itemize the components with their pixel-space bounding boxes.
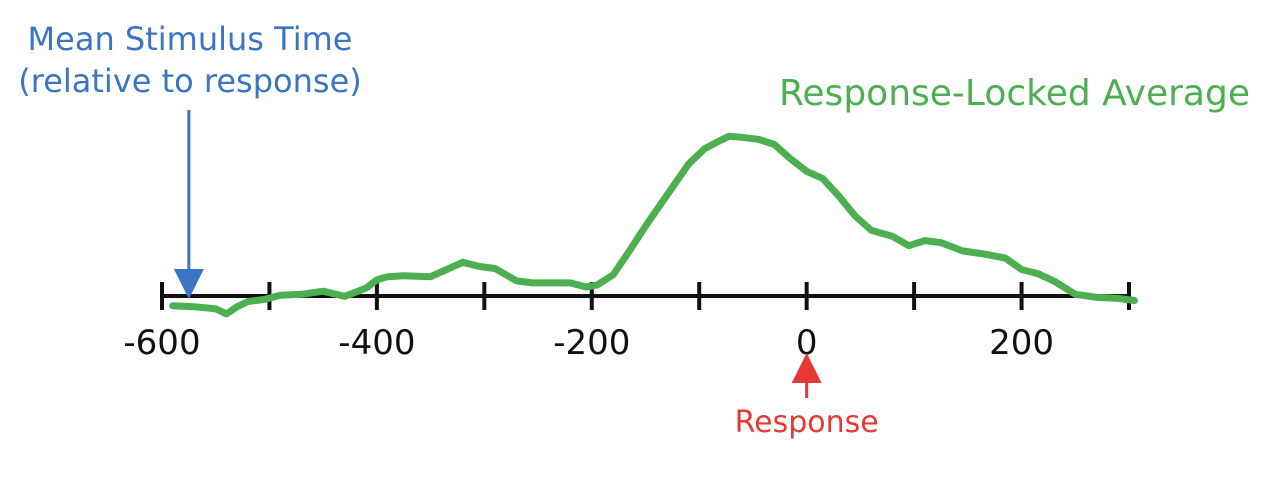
stimulus-annotation-line-1: Mean Stimulus Time — [28, 20, 353, 58]
response-locked-average-line — [169, 132, 1138, 318]
x-tick-label: -200 — [553, 323, 630, 363]
stimulus-annotation-line-2: (relative to response) — [18, 62, 361, 100]
x-axis-tick-labels: -600 -400 -200 0 200 — [123, 323, 1054, 363]
response-annotation-label: Response — [735, 405, 879, 440]
x-tick-label: -400 — [338, 323, 415, 363]
x-tick-label: -600 — [123, 323, 200, 363]
x-tick-label: 0 — [796, 323, 818, 363]
series-label: Response-Locked Average — [779, 73, 1250, 114]
x-tick-label: 200 — [989, 323, 1054, 363]
